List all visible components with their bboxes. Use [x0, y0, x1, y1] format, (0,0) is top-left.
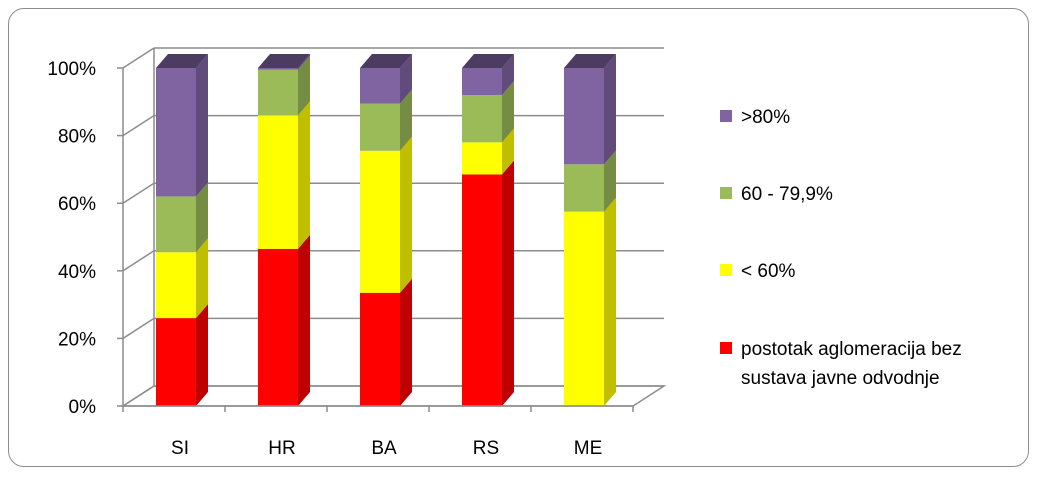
bar-side [196, 238, 208, 319]
side-wall-gridline [122, 114, 155, 137]
legend-item: < 60% [720, 261, 796, 282]
side-wall-gridline [122, 250, 155, 272]
y-tick-label: 0% [69, 397, 97, 418]
bar-segment [156, 304, 208, 406]
legend: >80% 60 - 79,9% < 60% postotak aglomeracija… [720, 107, 962, 389]
y-axis: 0% 20% 40% 60% 80% 100% [47, 59, 124, 418]
bar-segment [156, 238, 208, 319]
legend-label: < 60% [741, 261, 796, 282]
legend-swatch [720, 110, 732, 122]
bar-top [462, 54, 514, 68]
y-tick-label: 100% [47, 59, 96, 80]
bar-front [360, 103, 400, 151]
x-axis: SI HR BA RS ME [122, 405, 634, 459]
x-tick-label: BA [371, 438, 397, 459]
bar-segment [258, 234, 310, 406]
bar-side [298, 234, 310, 406]
y-tick-label: 20% [58, 329, 96, 350]
side-wall-gridline [122, 47, 155, 69]
bar-top [156, 54, 208, 68]
x-tick-label: RS [473, 438, 499, 459]
legend-item: >80% [720, 107, 790, 128]
bar-segment [258, 54, 310, 70]
bar-segment [360, 54, 412, 104]
bar-front [462, 174, 502, 406]
bar-side [298, 54, 310, 70]
bar-side [400, 136, 412, 293]
legend-swatch [720, 342, 732, 354]
bar-front [462, 142, 502, 175]
bar-side [502, 54, 514, 96]
legend-label: >80% [741, 107, 790, 128]
bar-side [196, 54, 208, 197]
bar-segment [564, 197, 616, 406]
bar-side [298, 101, 310, 249]
legend-label: postotak aglomeracija bez [741, 339, 962, 360]
bar-front [564, 211, 604, 406]
side-wall-gridline [122, 385, 155, 407]
bar-front [156, 68, 196, 197]
bar-segment [462, 128, 514, 175]
bar-front [156, 196, 196, 253]
bar-front [258, 69, 298, 116]
bar-front [462, 95, 502, 143]
bar-front [564, 164, 604, 212]
bar-segment [156, 182, 208, 253]
bar-segment [462, 160, 514, 406]
bar-segment [156, 54, 208, 197]
bar-top [360, 54, 412, 68]
legend-item: postotak aglomeracija bez sustava javne o… [720, 339, 962, 389]
bar-segment [462, 81, 514, 143]
bar-front [360, 150, 400, 293]
bar-side [604, 197, 616, 406]
x-tick-label: HR [268, 438, 295, 459]
bar-side [400, 278, 412, 406]
y-tick-label: 40% [58, 262, 96, 283]
bar-segment [360, 278, 412, 406]
bar-top [258, 54, 310, 68]
bar-front [258, 115, 298, 249]
bar-front [360, 68, 400, 104]
bar-segment [564, 150, 616, 212]
legend-swatch [720, 264, 732, 276]
legend-item: 60 - 79,9% [720, 184, 833, 205]
bar-front [360, 292, 400, 406]
bar-side [502, 160, 514, 406]
bar-side [502, 128, 514, 175]
bar-segment [564, 54, 616, 165]
side-wall-gridline [122, 317, 155, 340]
bar-front [564, 68, 604, 165]
legend-label: sustava javne odvodnje [741, 368, 940, 389]
bar-top [564, 54, 616, 68]
bars-layer [156, 54, 616, 406]
bar-front [156, 252, 196, 319]
bar-side [604, 150, 616, 212]
bar-front [258, 248, 298, 406]
bar-front [156, 318, 196, 406]
side-wall-gridline [122, 182, 155, 204]
bar-side [196, 182, 208, 253]
bar-front [462, 68, 502, 96]
bar-segment [258, 101, 310, 249]
x-tick-label: ME [574, 438, 603, 459]
bar-segment [360, 136, 412, 293]
legend-label: 60 - 79,9% [741, 184, 833, 205]
bar-side [196, 304, 208, 406]
bar-front [258, 68, 298, 70]
bar-side [298, 55, 310, 116]
y-tick-label: 80% [58, 127, 96, 148]
bar-side [400, 54, 412, 104]
bar-segment [462, 54, 514, 96]
y-tick-label: 60% [58, 194, 96, 215]
bar-side [502, 81, 514, 143]
legend-swatch [720, 187, 732, 199]
bar-segment [258, 55, 310, 116]
bar-segment [360, 89, 412, 151]
x-tick-label: SI [171, 438, 189, 459]
bar-side [400, 89, 412, 151]
bar-side [604, 54, 616, 165]
